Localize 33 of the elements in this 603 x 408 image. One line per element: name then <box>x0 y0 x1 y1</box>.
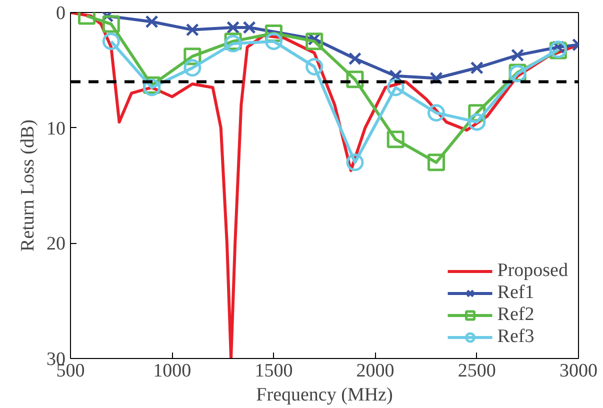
x-axis-title: Frequency (MHz) <box>256 384 393 406</box>
legend-label: Proposed <box>497 260 568 282</box>
point <box>102 32 120 50</box>
x-tick-label: 1000 <box>153 360 192 382</box>
x-tick-label: 2000 <box>356 360 394 382</box>
legend-label: Ref3 <box>497 326 534 348</box>
point <box>184 59 202 77</box>
point <box>348 52 362 66</box>
legend-label: Ref1 <box>497 282 534 304</box>
point <box>242 20 256 34</box>
y-axis-title: Return Loss (dB) <box>18 120 38 252</box>
point <box>346 70 364 88</box>
point <box>468 113 486 131</box>
point <box>510 48 524 62</box>
point <box>470 61 484 74</box>
point <box>306 32 324 50</box>
point <box>428 154 446 172</box>
x-tick-label: 3000 <box>560 360 598 382</box>
point <box>102 15 120 33</box>
point <box>346 154 364 172</box>
point <box>186 23 199 36</box>
point <box>226 20 240 34</box>
point <box>428 104 446 122</box>
legend-label: Ref2 <box>497 304 534 326</box>
x-tick-label: 2500 <box>458 360 496 382</box>
point <box>386 130 404 148</box>
y-tick-label: 10 <box>46 118 66 140</box>
y-tick-label: 0 <box>56 3 66 24</box>
y-tick-label: 20 <box>46 234 66 255</box>
point <box>145 15 158 28</box>
point <box>306 58 324 76</box>
x-tick-label: 1500 <box>254 360 293 382</box>
point <box>264 32 282 50</box>
